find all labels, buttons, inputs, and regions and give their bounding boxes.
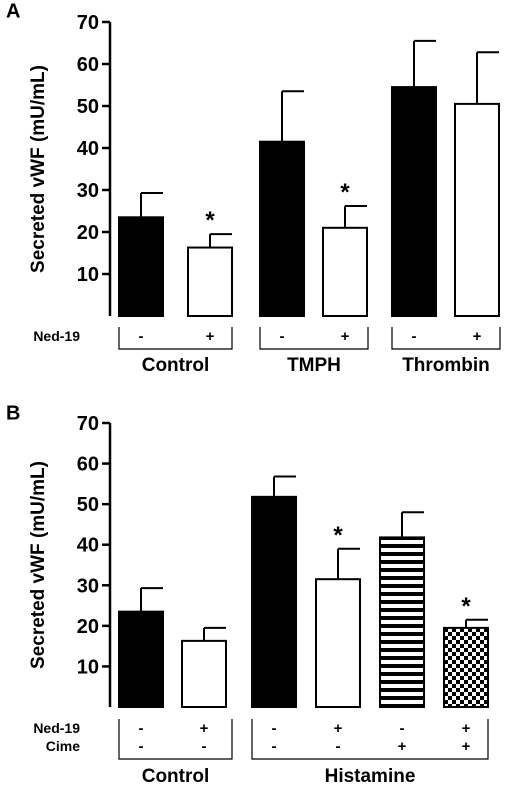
panel-a-bar bbox=[322, 226, 368, 317]
panel-a-y-tick-label: 20 bbox=[77, 222, 99, 244]
panel-a-bar bbox=[187, 246, 233, 317]
panel-a-factor-sign: + bbox=[206, 328, 215, 345]
panel-a-factor-sign: - bbox=[280, 328, 285, 345]
panel-b-bar bbox=[443, 626, 489, 709]
panel-b-y-tick-label: 20 bbox=[77, 616, 99, 638]
panel-b-factor-sign: - bbox=[400, 720, 405, 737]
panel-b-significance-mark: * bbox=[333, 522, 343, 549]
panel-a-bar bbox=[391, 86, 437, 317]
panel-b-group-bracket bbox=[118, 719, 233, 760]
panel-b-factor-sign: - bbox=[139, 738, 144, 755]
panel-a-group-bracket bbox=[118, 327, 233, 350]
panel-a-factor-sign: - bbox=[412, 328, 417, 345]
panel-a-y-tick-label: 60 bbox=[77, 54, 99, 76]
panel-a-group-label: Control bbox=[142, 355, 210, 376]
panel-b-bar bbox=[315, 578, 361, 709]
panel-a-group-bracket bbox=[259, 327, 369, 350]
panel-a-y-tick-label: 30 bbox=[77, 180, 99, 202]
panel-b-factor-sign: + bbox=[462, 720, 471, 737]
panel-b-bar bbox=[251, 495, 297, 708]
panel-b-letter: B bbox=[6, 403, 20, 425]
panel-b-y-tick-label: 30 bbox=[77, 575, 99, 597]
panel-b-factor-sign: - bbox=[272, 720, 277, 737]
panel-b-y-axis-label: Secreted vWF (mU/mL) bbox=[28, 461, 49, 669]
panel-b-factor-label: Cime bbox=[46, 738, 80, 754]
panel-b-factor-sign: + bbox=[334, 720, 343, 737]
panel-a-y-tick-label: 70 bbox=[77, 12, 99, 34]
panel-b-bar bbox=[181, 639, 227, 709]
panel-b-significance-mark: * bbox=[461, 593, 471, 620]
panel-b-group-label: Histamine bbox=[325, 766, 416, 787]
panel-b-y-tick-label: 40 bbox=[77, 535, 99, 557]
panel-a-y-axis-label: Secreted vWF (mU/mL) bbox=[28, 65, 49, 273]
panel-a-y-tick-label: 50 bbox=[77, 96, 99, 118]
panel-a-y-tick-label: 10 bbox=[77, 264, 99, 286]
panel-a-y-tick-label: 40 bbox=[77, 138, 99, 160]
panel-b-y-tick-label: 50 bbox=[77, 494, 99, 516]
panel-b-y-tick-label: 60 bbox=[77, 454, 99, 476]
panel-a-factor-label: Ned-19 bbox=[33, 328, 80, 344]
panel-b-factor-label: Ned-19 bbox=[33, 720, 80, 736]
panel-b-factor-sign: - bbox=[202, 738, 207, 755]
panel-b-factor-sign: - bbox=[272, 738, 277, 755]
panel-a-group-label: Thrombin bbox=[402, 355, 490, 376]
panel-b-y-tick-label: 70 bbox=[77, 413, 99, 435]
panel-b-factor-sign: - bbox=[336, 738, 341, 755]
panel-a-bar bbox=[259, 140, 305, 317]
panel-b-y-tick-label: 10 bbox=[77, 656, 99, 678]
panel-b-group-bracket bbox=[251, 719, 489, 760]
panel-b-group-label: Control bbox=[142, 766, 210, 787]
panel-b-factor-sign: + bbox=[200, 720, 209, 737]
panel-a-group-label: TMPH bbox=[287, 355, 341, 376]
panel-a-factor-sign: + bbox=[341, 328, 350, 345]
panel-b-factor-sign: - bbox=[139, 720, 144, 737]
panel-b-factor-sign: + bbox=[462, 738, 471, 755]
panel-b-bar bbox=[379, 536, 425, 709]
panel-a-letter: A bbox=[6, 1, 20, 23]
panel-a-group-bracket bbox=[391, 327, 501, 350]
panel-a-bar bbox=[454, 102, 500, 318]
panel-a-factor-sign: - bbox=[139, 328, 144, 345]
panel-b-factor-sign: + bbox=[398, 738, 407, 755]
panel-b-bar bbox=[118, 610, 164, 709]
panel-a-significance-mark: * bbox=[205, 207, 215, 234]
panel-a-bar bbox=[118, 216, 164, 317]
panel-a-significance-mark: * bbox=[340, 179, 350, 206]
panel-a-factor-sign: + bbox=[473, 328, 482, 345]
